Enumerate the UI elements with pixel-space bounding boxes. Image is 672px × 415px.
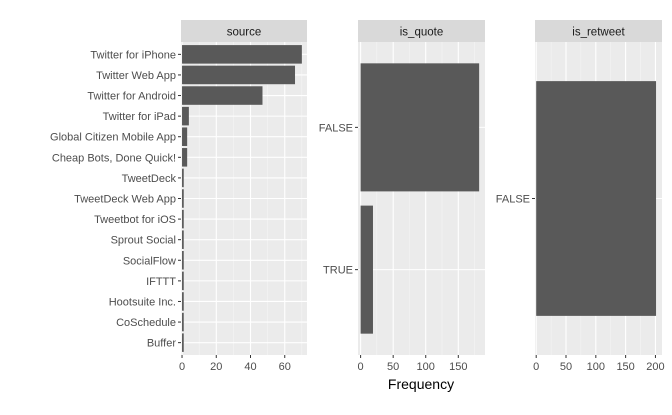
x-tick-label: 20 [210,361,222,373]
facet-strip [535,20,662,42]
bar-socialflow [182,251,184,270]
y-tick-label: TweetDeck Web App [74,194,176,206]
x-tick-label: 100 [587,361,605,373]
bar-twitter-for-ipad [182,106,189,126]
y-tick-label: CoSchedule [116,317,176,329]
bar-tweetbot-for-ios [182,209,184,229]
y-tick-label: SocialFlow [123,255,176,267]
facet-panel-is_retweet: is_retweet FALSE 0 50 100 150 200 [496,20,665,373]
x-tick-label: 0 [179,361,185,373]
y-tick-label: Tweetbot for iOS [94,214,176,226]
y-tick-label: Twitter for iPhone [90,49,176,61]
x-tick-label: 0 [533,361,539,373]
y-tick-label: Cheap Bots, Done Quick! [52,152,176,164]
x-tick-label: 50 [387,361,399,373]
bar-tweetdeck [182,168,184,188]
y-tick-label: IFTTT [146,276,176,288]
x-tick-label: 0 [358,361,364,373]
bar-hootsuite-inc- [182,292,184,311]
facet-strip [181,20,307,42]
bar-sprout-social [182,230,184,249]
bar-cheap-bots-done-quick- [182,148,188,167]
x-axis-title: Frequency [388,376,454,392]
y-tick-label: FALSE [319,122,353,134]
x-tick-label: 200 [646,361,664,373]
x-tick-label: 150 [616,361,634,373]
bar-twitter-for-android [182,86,263,105]
bar-coschedule [182,312,184,332]
bar-twitter-web-app [182,65,296,85]
x-tick-label: 60 [279,361,291,373]
bar-false [536,81,657,316]
facet-strip-label: source [227,27,262,39]
y-tick-label: Global Citizen Mobile App [50,132,176,144]
bar-global-citizen-mobile-app [182,127,188,146]
bar-true [360,205,373,334]
x-tick-label: 40 [244,361,256,373]
y-tick-label: Twitter for Android [87,91,176,103]
bar-tweetdeck-web-app [182,189,184,208]
y-tick-label: Buffer [147,338,176,350]
x-tick-label: 50 [560,361,572,373]
facet-panel-source: source Twitter for iPhone Twitter Web App T… [50,20,307,373]
bar-ifttt [182,271,184,291]
facet-strip [358,20,485,42]
y-tick-label: Sprout Social [111,235,176,247]
y-tick-label: Hootsuite Inc. [109,296,176,308]
bar-twitter-for-iphone [182,45,302,64]
facet-strip-label: is_retweet [572,27,625,39]
y-tick-label: TRUE [323,265,353,277]
x-tick-label: 100 [417,361,435,373]
y-tick-label: FALSE [496,194,530,206]
y-tick-label: Twitter for iPad [103,111,176,123]
facet-strip-label: is_quote [400,27,443,39]
bar-buffer [182,333,184,352]
bar-false [360,63,480,192]
facet-panel-is_quote: is_quote FALSE TRUE 0 50 100 150 [319,20,485,373]
y-tick-label: TweetDeck [122,173,177,185]
y-tick-label: Twitter Web App [96,70,176,82]
x-tick-label: 150 [449,361,467,373]
